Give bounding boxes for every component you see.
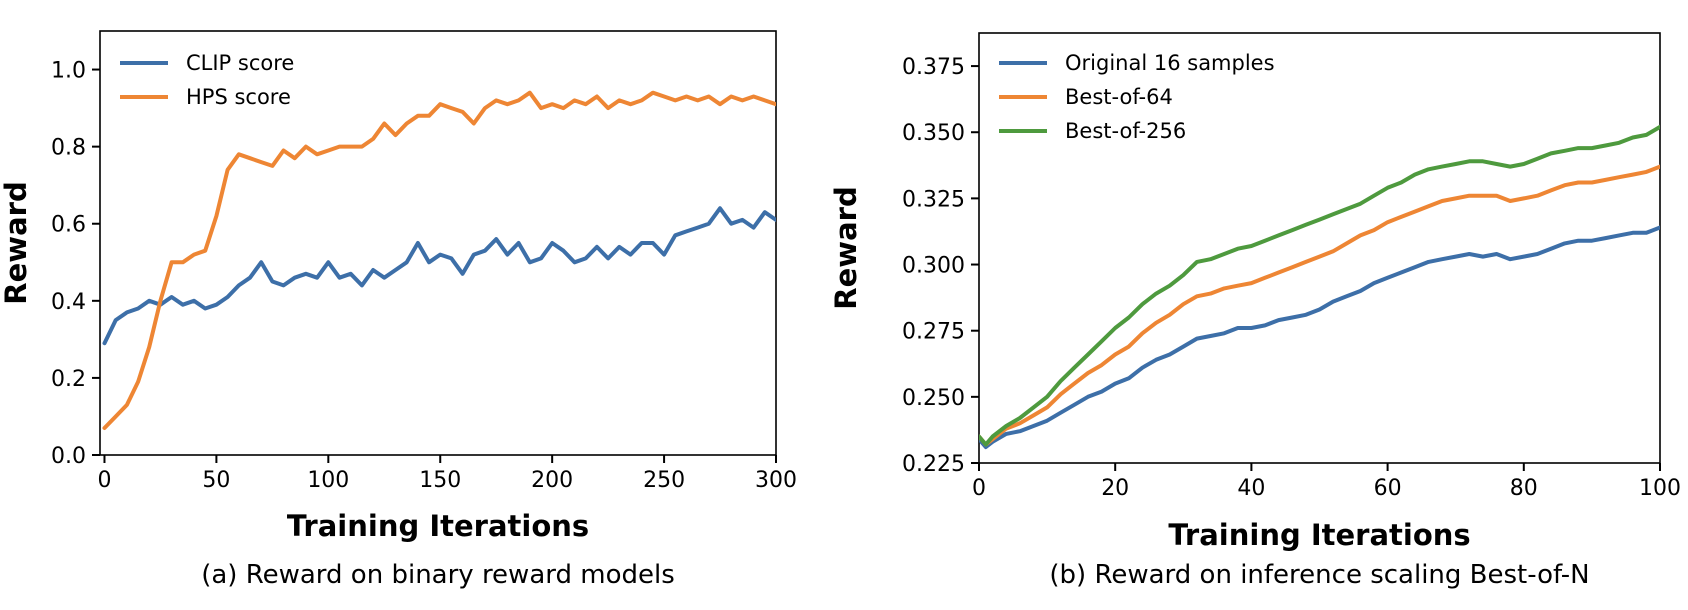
y-tick-label-b: 0.375 bbox=[902, 55, 965, 80]
plot-area-b bbox=[978, 32, 1661, 464]
x-tick-label-b: 20 bbox=[1101, 476, 1129, 501]
y-tick-label-b: 0.350 bbox=[902, 121, 965, 146]
x-tick-label-a: 0 bbox=[97, 468, 111, 493]
x-tick-label-a: 150 bbox=[419, 468, 461, 493]
x-tick-label-a: 250 bbox=[643, 468, 685, 493]
y-tick-label-a: 0.8 bbox=[51, 136, 86, 161]
x-tick-label-b: 0 bbox=[972, 476, 986, 501]
x-tick-label-b: 80 bbox=[1510, 476, 1538, 501]
x-tick-label-b: 100 bbox=[1639, 476, 1681, 501]
series-line-best-of-256 bbox=[979, 124, 1660, 447]
y-axis-title-b: Reward bbox=[829, 186, 863, 309]
y-tick-label-a: 0.0 bbox=[51, 444, 86, 469]
series-line-hps-score bbox=[102, 90, 776, 430]
plot-area-a bbox=[99, 30, 777, 456]
y-tick-label-a: 0.6 bbox=[51, 213, 86, 238]
caption-b: (b) Reward on inference scaling Best-of-… bbox=[1049, 560, 1589, 590]
y-tick-label-b: 0.225 bbox=[902, 452, 965, 477]
series-line-best-of-64 bbox=[979, 164, 1660, 447]
y-tick-label-b: 0.275 bbox=[902, 320, 965, 345]
x-tick-label-a: 200 bbox=[531, 468, 573, 493]
legend-label: Original 16 samples bbox=[1065, 51, 1275, 75]
y-tick-label-b: 0.300 bbox=[902, 254, 965, 279]
x-tick-label-a: 50 bbox=[202, 468, 230, 493]
y-axis-title-a: Reward bbox=[0, 181, 33, 304]
y-tick-label-b: 0.250 bbox=[902, 386, 965, 411]
caption-a: (a) Reward on binary reward models bbox=[201, 560, 675, 590]
x-axis-title-a: Training Iterations bbox=[287, 509, 589, 543]
chart-b: 0 20 40 60 80 100 0.225 0.250 0.275 0.300 0.325 0.3… bbox=[829, 32, 1681, 590]
y-tick-label-a: 0.4 bbox=[51, 290, 86, 315]
x-tick-label-a: 100 bbox=[307, 468, 349, 493]
legend-label: HPS score bbox=[186, 85, 291, 109]
x-tick-label-b: 40 bbox=[1237, 476, 1265, 501]
legend-label: Best-of-64 bbox=[1065, 85, 1173, 109]
legend-label: Best-of-256 bbox=[1065, 119, 1186, 143]
legend-label: CLIP score bbox=[186, 51, 294, 75]
chart-a: 0 50 100 150 200 250 300 0.0 0.2 0.4 0.6 0.8 1.0 CLIP… bbox=[0, 30, 797, 590]
y-tick-label-a: 0.2 bbox=[51, 367, 86, 392]
y-tick-label-b: 0.325 bbox=[902, 187, 965, 212]
x-tick-label-a: 300 bbox=[755, 468, 797, 493]
y-tick-label-a: 1.0 bbox=[51, 59, 86, 84]
series-line-original-16-samples bbox=[979, 225, 1660, 450]
x-tick-label-b: 60 bbox=[1374, 476, 1402, 501]
series-group-b bbox=[979, 124, 1660, 450]
x-axis-title-b: Training Iterations bbox=[1168, 518, 1470, 552]
series-group-a bbox=[102, 90, 776, 430]
series-line-clip-score bbox=[102, 206, 776, 346]
